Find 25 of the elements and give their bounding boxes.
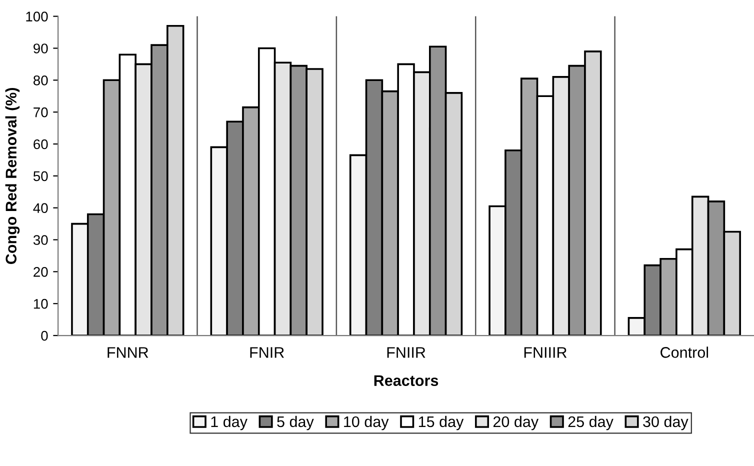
x-tick-label: FNNR [108,347,148,358]
legend-label: 5 day [277,416,314,430]
x-tick-label: FNIR [250,347,284,358]
y-tick-label: 10 [34,298,48,309]
y-tick-label: 40 [33,203,48,214]
legend-label: 20 day [493,416,539,430]
x-axis-title: Reactors [374,375,438,386]
legend-label: 1 day [211,416,248,430]
y-tick-label: 20 [34,267,48,277]
y-tick-label: 90 [34,44,48,54]
y-tick-label: 100 [26,12,48,22]
y-tick-label: 50 [33,171,48,182]
y-tick-label: 80 [33,75,48,86]
y-axis-title: Congo Red Removal (%) [5,88,20,264]
legend-label: 10 day [344,416,389,430]
x-tick-label: Control [660,346,708,358]
y-tick-label: 60 [34,139,48,150]
x-tick-label: FNIIR [387,347,426,358]
legend-label: 25 day [568,416,614,430]
y-tick-label: 0 [41,330,48,341]
y-tick-label: 70 [34,107,48,118]
legend-label: 30 day [643,416,688,430]
x-tick-label: FNIIIR [524,347,567,358]
legend-label: 15 day [418,416,464,430]
y-tick-label: 30 [33,235,48,245]
